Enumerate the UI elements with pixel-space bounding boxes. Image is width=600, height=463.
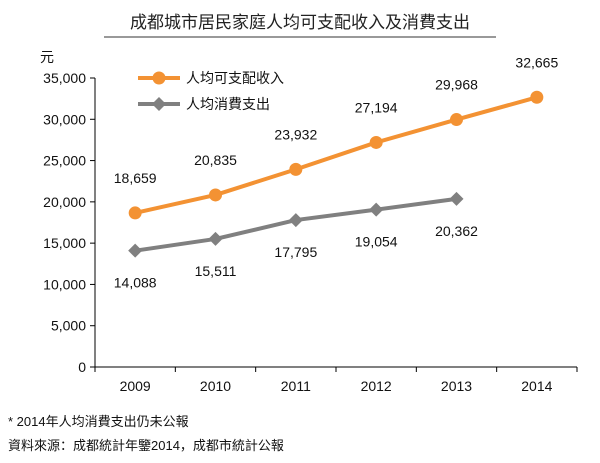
y-tick-label: 20,000 xyxy=(43,194,86,210)
data-point xyxy=(208,231,223,246)
data-point xyxy=(209,188,222,202)
data-point xyxy=(288,213,303,228)
y-axis-unit-label: 元 xyxy=(40,49,54,65)
data-point xyxy=(369,202,384,217)
x-tick-label: 2014 xyxy=(521,378,552,394)
legend-marker xyxy=(152,71,166,85)
footnote: * 2014年人均消費支出仍未公報 xyxy=(8,414,189,429)
chart-title: 成都城市居民家庭人均可支配收入及消費支出 xyxy=(130,13,470,32)
source-note: 資料來源：成都統計年鑒2014，成都市統計公報 xyxy=(8,438,284,453)
y-tick-label: 35,000 xyxy=(43,70,86,86)
y-tick-label: 5,000 xyxy=(51,318,86,334)
y-tick-label: 10,000 xyxy=(43,276,86,292)
data-label: 18,659 xyxy=(114,170,157,186)
data-point xyxy=(128,206,142,220)
legend-marker xyxy=(152,97,166,111)
x-tick-label: 2013 xyxy=(441,378,472,394)
data-label: 29,968 xyxy=(435,77,478,93)
x-tick-label: 2009 xyxy=(120,378,151,394)
data-label: 19,054 xyxy=(355,234,398,250)
data-label: 32,665 xyxy=(515,54,558,70)
x-tick-label: 2011 xyxy=(281,378,311,394)
data-label: 17,795 xyxy=(274,244,317,260)
y-tick-label: 30,000 xyxy=(43,111,86,127)
data-point xyxy=(289,162,303,176)
data-point xyxy=(530,90,544,104)
y-tick-label: 0 xyxy=(78,359,86,375)
data-label: 14,088 xyxy=(114,275,157,291)
legend-label: 人均消費支出 xyxy=(186,96,270,112)
data-point xyxy=(128,243,143,258)
series-line xyxy=(134,95,538,215)
data-label: 27,194 xyxy=(355,99,398,115)
y-tick-label: 25,000 xyxy=(43,153,86,169)
axes: 0 5,000 10,000 15,000 20,000 25,000 30,000 35,0… xyxy=(43,70,578,394)
data-point xyxy=(450,113,463,127)
data-point xyxy=(449,191,464,206)
data-label: 23,932 xyxy=(274,126,317,142)
data-label: 15,511 xyxy=(195,263,237,279)
legend-label: 人均可支配收入 xyxy=(186,70,284,86)
data-label: 20,835 xyxy=(194,152,237,168)
data-point xyxy=(369,135,383,149)
series-layer: 18,659 20,835 23,932 27,194 29,968 32,665 14,0… xyxy=(114,54,559,290)
x-tick-label: 2012 xyxy=(361,378,392,394)
data-label: 20,362 xyxy=(435,223,478,239)
x-tick-label: 2010 xyxy=(200,378,231,394)
y-tick-label: 15,000 xyxy=(43,235,86,251)
